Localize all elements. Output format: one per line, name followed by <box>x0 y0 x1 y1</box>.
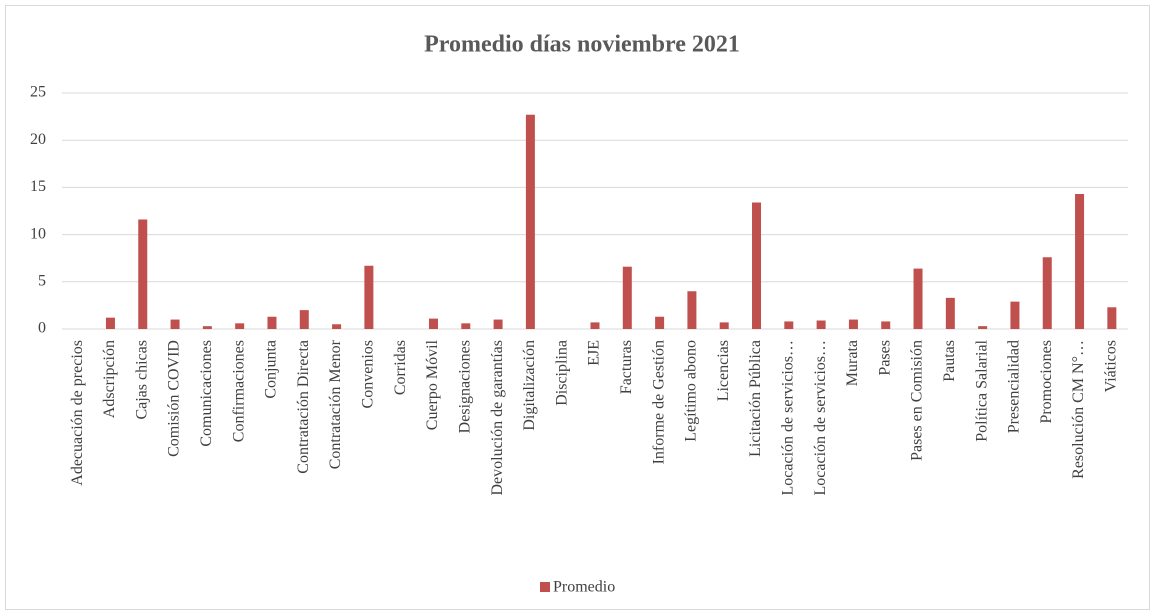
x-tick-label: Presencialidad <box>1006 340 1023 433</box>
y-tick-label: 0 <box>38 320 46 337</box>
x-tick-label: Locación de servicios… <box>812 340 829 496</box>
x-tick-label: Locación de servicios… <box>779 340 796 496</box>
x-tick-label: Corridas <box>392 340 409 395</box>
x-tick-label: Murata <box>844 340 861 386</box>
bar <box>752 202 762 329</box>
x-tick-label: Comisión COVID <box>166 340 183 457</box>
bar <box>428 318 438 329</box>
chart-border <box>5 5 1150 610</box>
bar <box>267 316 277 329</box>
bar <box>622 266 632 329</box>
bar <box>493 319 503 329</box>
x-tick-label: Facturas <box>618 340 635 394</box>
bar <box>1075 194 1085 329</box>
x-tick-label: Convenios <box>360 340 377 408</box>
x-tick-label: Cajas chicas <box>133 340 150 420</box>
bar <box>202 326 212 329</box>
bar <box>913 268 923 329</box>
x-tick-label: Adecuación de precios <box>69 340 86 486</box>
y-tick-label: 5 <box>38 272 46 289</box>
x-tick-label: Viáticos <box>1103 340 1120 392</box>
x-tick-label: Contratación Menor <box>327 339 344 469</box>
x-tick-label: Disciplina <box>553 340 570 406</box>
x-tick-label: Contratación Directa <box>295 340 312 474</box>
bar <box>364 265 374 329</box>
bar <box>590 322 600 329</box>
bar <box>655 316 665 329</box>
bar <box>1107 307 1117 329</box>
x-tick-label: Conjunta <box>263 340 280 399</box>
x-tick-label: Legítimo abono <box>683 340 700 442</box>
x-tick-label: Comunicaciones <box>198 340 215 447</box>
x-tick-label: EJE <box>586 340 603 366</box>
x-tick-label: Pases en Comisión <box>909 340 926 461</box>
bar <box>848 319 858 329</box>
legend-swatch <box>540 582 550 592</box>
bar <box>461 323 471 329</box>
x-tick-label: Promociones <box>1038 340 1055 424</box>
bar <box>138 219 148 329</box>
x-tick-label: Resolución CM N°… <box>1070 340 1087 479</box>
y-tick-label: 20 <box>30 131 46 148</box>
chart-title: Promedio días noviembre 2021 <box>424 32 740 58</box>
x-tick-label: Cuerpo Móvil <box>424 339 441 430</box>
bar <box>784 321 794 329</box>
bar <box>945 297 955 329</box>
legend-label: Promedio <box>553 579 615 596</box>
x-tick-label: Licencias <box>715 340 732 401</box>
x-tick-label: Informe de Gestión <box>650 340 667 464</box>
bar <box>332 324 342 329</box>
bar <box>299 310 309 329</box>
bar <box>1010 301 1020 329</box>
x-tick-label: Pases <box>876 340 893 376</box>
x-tick-label: Confirmaciones <box>230 340 247 442</box>
y-tick-label: 15 <box>30 178 46 195</box>
bar <box>881 321 891 329</box>
x-tick-label: Digitalización <box>521 340 538 431</box>
bar <box>719 322 729 329</box>
x-tick-label: Licitación Pública <box>747 340 764 457</box>
bar <box>235 323 245 329</box>
bar <box>170 319 180 329</box>
bar <box>816 320 826 329</box>
y-tick-label: 10 <box>30 225 46 242</box>
x-tick-label: Adscripción <box>101 340 118 418</box>
bar <box>105 317 115 329</box>
x-tick-label: Pautas <box>941 340 958 382</box>
y-tick-label: 25 <box>30 84 46 101</box>
bar <box>687 291 697 329</box>
bar <box>1042 257 1052 329</box>
bar <box>978 326 988 329</box>
x-tick-label: Devolución de garantías <box>489 340 506 496</box>
x-tick-label: Designaciones <box>456 340 473 433</box>
x-tick-label: Política Salarial <box>973 339 990 441</box>
bar <box>525 114 535 329</box>
